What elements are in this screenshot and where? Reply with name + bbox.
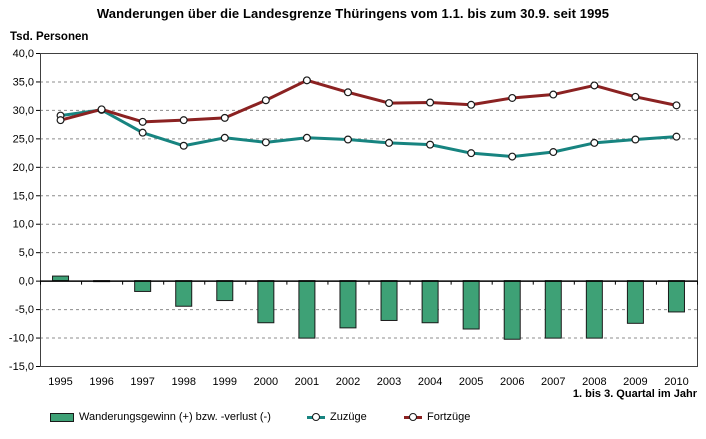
balance-bar-2004 [421, 280, 439, 324]
plot-frame [40, 53, 698, 367]
x-tick-label-2001: 2001 [295, 376, 319, 388]
balance-bar-2003 [380, 280, 398, 321]
fortzuege-point-1995 [56, 116, 65, 125]
x-tick-label-2008: 2008 [582, 376, 606, 388]
zuzuege-point-1997 [138, 128, 147, 137]
x-tick-label-2005: 2005 [459, 376, 483, 388]
legend-item-balance: Wanderungsgewinn (+) bzw. -verlust (-) [50, 411, 271, 423]
zuzuege-point-2009 [631, 135, 640, 144]
y-tick-label-0: 0,0 [19, 276, 34, 288]
fortzuege-point-1996 [97, 105, 106, 114]
y-tick-label-15: 15,0 [13, 190, 34, 202]
zuzuege-point-2007 [549, 148, 558, 157]
balance-bar-2008 [585, 280, 603, 339]
fortzuege-point-2001 [302, 76, 311, 85]
fortzuege-point-2003 [385, 99, 394, 108]
balance-bar-2001 [298, 280, 316, 339]
fortzuege-point-2007 [549, 90, 558, 99]
zuzuege-point-2002 [343, 135, 352, 144]
y-tick-label-5: 5,0 [19, 247, 34, 259]
balance-bar-2009 [626, 280, 644, 324]
legend-label-fortzuege: Fortzüge [427, 411, 471, 423]
y-tick-label-20: 20,0 [13, 162, 34, 174]
balance-bar-1999 [216, 280, 234, 302]
legend-label-zuzuege: Zuzüge [330, 411, 367, 423]
fortzuege-point-2004 [426, 98, 435, 107]
legend-label-balance: Wanderungsgewinn (+) bzw. -verlust (-) [79, 411, 271, 423]
balance-bar-2006 [503, 280, 521, 340]
x-tick-label-2004: 2004 [418, 376, 442, 388]
zuzuege-point-2006 [508, 152, 517, 161]
y-tick-label-30: 30,0 [13, 105, 34, 117]
fortzuege-point-1998 [179, 116, 188, 125]
x-tick-label-2003: 2003 [377, 376, 401, 388]
x-tick-label-2002: 2002 [336, 376, 360, 388]
y-tick-label-35: 35,0 [13, 76, 34, 88]
zuzuege-point-2000 [261, 138, 270, 147]
x-axis-note: 1. bis 3. Quartal im Jahr [572, 388, 697, 400]
balance-bar-1998 [175, 280, 193, 307]
x-tick-label-1998: 1998 [171, 376, 195, 388]
legend-item-fortzuege: Fortzüge [404, 411, 470, 423]
fortzuege-point-2009 [631, 92, 640, 101]
y-tick-label-10: 10,0 [13, 219, 34, 231]
zuzuege-point-2010 [672, 132, 681, 141]
y-tick-label--15: -15,0 [9, 361, 34, 373]
x-tick-label-2006: 2006 [500, 376, 524, 388]
fortzuege-point-2002 [343, 88, 352, 97]
balance-bar-swatch [50, 412, 74, 422]
balance-bar-2005 [462, 280, 480, 330]
fortzuege-point-2005 [467, 100, 476, 109]
fortzuege-point-2008 [590, 81, 599, 90]
zuzuege-point-2004 [426, 140, 435, 149]
y-tick-label-40: 40,0 [13, 48, 34, 60]
fortzuege-point-1997 [138, 117, 147, 126]
zuzuege-point-1998 [179, 141, 188, 150]
zuzuege-point-2005 [467, 149, 476, 158]
x-tick-label-1997: 1997 [130, 376, 154, 388]
balance-bar-2010 [667, 280, 685, 313]
chart-title: Wanderungen über die Landesgrenze Thürin… [96, 6, 610, 21]
fortzuege-point-2000 [261, 96, 270, 105]
x-tick-label-1999: 1999 [213, 376, 237, 388]
zuzuege-point-2001 [302, 133, 311, 142]
zuzuege-point-1999 [220, 133, 229, 142]
legend-item-zuzuege: Zuzüge [307, 411, 367, 423]
zuzuege-line-swatch [307, 413, 325, 421]
balance-bar-1995 [52, 275, 70, 282]
x-tick-label-2010: 2010 [664, 376, 688, 388]
y-tick-label-25: 25,0 [13, 133, 34, 145]
balance-bar-2007 [544, 280, 562, 339]
balance-bar-2000 [257, 280, 275, 324]
y-tick-label--10: -10,0 [9, 333, 34, 345]
y-axis-unit-label: Tsd. Personen [10, 31, 89, 43]
y-tick-label--5: -5,0 [15, 304, 34, 316]
fortzuege-point-1999 [220, 113, 229, 122]
zuzuege-line [59, 108, 678, 159]
x-tick-label-2007: 2007 [541, 376, 565, 388]
fortzuege-line-swatch [404, 413, 422, 421]
fortzuege-point-2006 [508, 93, 517, 102]
zuzuege-marker-icon [312, 413, 320, 421]
balance-bar-2002 [339, 280, 357, 329]
fortzuege-point-2010 [672, 101, 681, 110]
zuzuege-point-2003 [385, 138, 394, 147]
x-tick-label-2000: 2000 [254, 376, 278, 388]
x-tick-label-2009: 2009 [623, 376, 647, 388]
x-tick-label-1996: 1996 [89, 376, 113, 388]
zuzuege-point-2008 [590, 138, 599, 147]
x-tick-label-1995: 1995 [48, 376, 72, 388]
fortzuege-line [59, 78, 678, 124]
fortzuege-marker-icon [409, 413, 417, 421]
balance-bar-1997 [134, 280, 152, 292]
